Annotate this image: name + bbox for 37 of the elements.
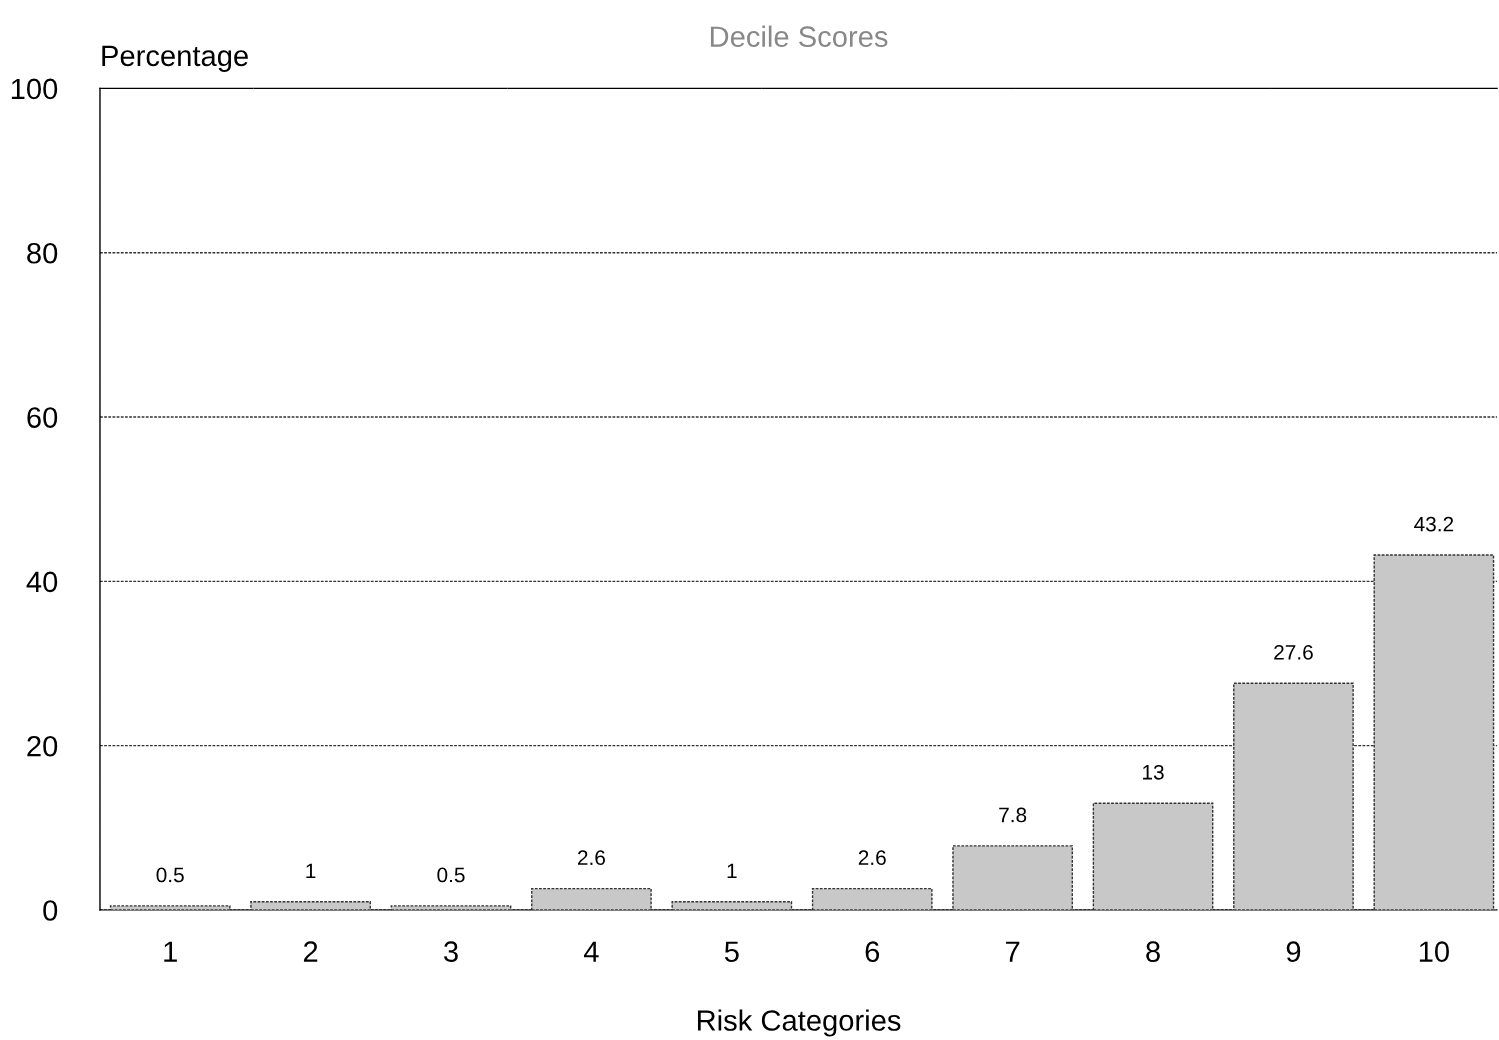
data-label: 1 [727, 863, 737, 879]
y-tick-label: 0 [43, 900, 58, 921]
bar [952, 845, 1074, 910]
data-label: 43.2 [1414, 516, 1454, 532]
bar [109, 905, 231, 910]
x-tick-label: 6 [865, 941, 880, 962]
y-tick-label: 40 [26, 571, 58, 593]
data-label: 7.8 [999, 807, 1027, 823]
x-tick-label: 3 [444, 941, 458, 962]
y-tick-label: 80 [27, 242, 58, 264]
x-tick-label: 5 [724, 941, 739, 962]
x-tick-label: 2 [303, 941, 318, 962]
data-label: 2.6 [858, 850, 886, 866]
x-tick-label: 8 [1146, 941, 1160, 962]
data-label: 1 [306, 863, 316, 879]
y-axis-title: Percentage [102, 45, 248, 72]
y-tick-label: 20 [27, 735, 58, 757]
bar [811, 887, 933, 910]
data-label: 27.6 [1274, 644, 1313, 660]
bar [390, 905, 512, 910]
data-label: 0.5 [437, 867, 465, 883]
data-label: 2.6 [577, 850, 605, 866]
y-tick-label: 60 [27, 407, 58, 428]
x-tick-label: 7 [1006, 941, 1020, 962]
bar [531, 887, 652, 910]
x-tick-label: 9 [1286, 941, 1301, 962]
bar [671, 901, 793, 910]
bar [1092, 802, 1214, 910]
x-tick-label: 4 [583, 941, 599, 962]
bar [250, 901, 371, 910]
x-tick-label: 1 [164, 941, 177, 962]
x-tick-label: 10 [1419, 941, 1449, 962]
x-axis-title: Risk Categories [697, 1009, 901, 1037]
data-label: 0.5 [156, 867, 184, 883]
data-label: 13 [1143, 764, 1164, 780]
chart-title: Decile Scores [710, 25, 888, 48]
y-tick-label: 100 [11, 78, 58, 100]
